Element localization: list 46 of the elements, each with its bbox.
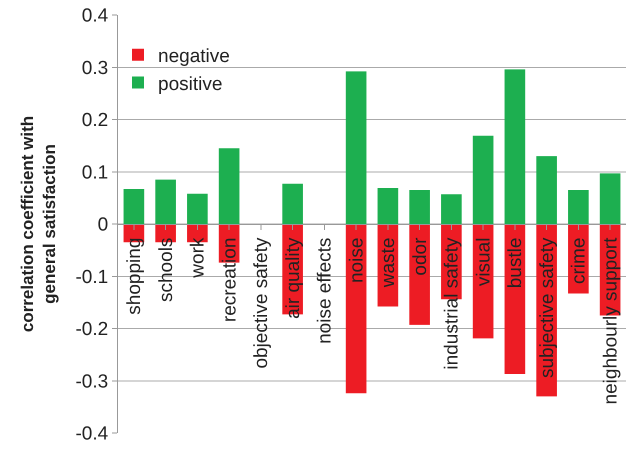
legend-label: positive <box>158 74 222 95</box>
bar <box>378 188 398 224</box>
bar <box>346 224 366 394</box>
x-tick-label: air quality <box>282 237 304 319</box>
x-tick-label: noise effects <box>314 238 336 344</box>
bar <box>472 136 494 224</box>
bar <box>409 224 430 325</box>
y-tick-label: 0 <box>98 214 108 236</box>
bar <box>218 148 240 224</box>
bar <box>187 194 208 224</box>
y-tick-label: -0.4 <box>75 424 109 445</box>
x-tick-label: industrial safety <box>442 237 463 370</box>
x-tick-label: visual <box>473 238 494 286</box>
bar <box>600 173 620 224</box>
x-tick-label: schools <box>156 238 177 302</box>
bar <box>441 194 462 224</box>
x-tick-label: subjective safety <box>536 237 558 378</box>
y-tick-label: -0.1 <box>75 266 108 288</box>
bar <box>472 224 494 338</box>
x-tick-label: crime <box>568 238 590 284</box>
bar <box>346 71 366 224</box>
bar <box>282 184 303 224</box>
x-tick-label: shopping <box>124 238 146 315</box>
bar <box>504 224 526 374</box>
y-tick-label: 0.3 <box>82 58 108 79</box>
y-tick-label: -0.3 <box>75 371 108 392</box>
y-tick-label: -0.2 <box>75 319 108 340</box>
x-tick-label: neighbourly support <box>600 236 622 404</box>
x-tick-label: waste <box>378 238 400 288</box>
legend-label: negative <box>158 46 230 68</box>
bar <box>568 190 589 224</box>
y-axis-title: correlation coefficient with general satisfaction <box>18 116 59 332</box>
bar <box>409 190 430 224</box>
x-tick-label: recreation <box>219 238 240 322</box>
x-tick-label: noise <box>346 238 368 284</box>
bar <box>536 156 557 224</box>
x-tick-label: objective safety <box>251 237 272 369</box>
bar <box>124 188 144 224</box>
x-tick-label: bustle <box>505 238 526 288</box>
y-tick-label: 0.1 <box>82 162 108 184</box>
x-tick-label: work <box>188 237 209 279</box>
y-tick-label: 0.4 <box>82 6 109 27</box>
y-tick-label: 0.2 <box>82 110 108 132</box>
bar <box>504 69 526 224</box>
bar <box>155 180 176 224</box>
x-tick-label: odor <box>410 236 431 276</box>
